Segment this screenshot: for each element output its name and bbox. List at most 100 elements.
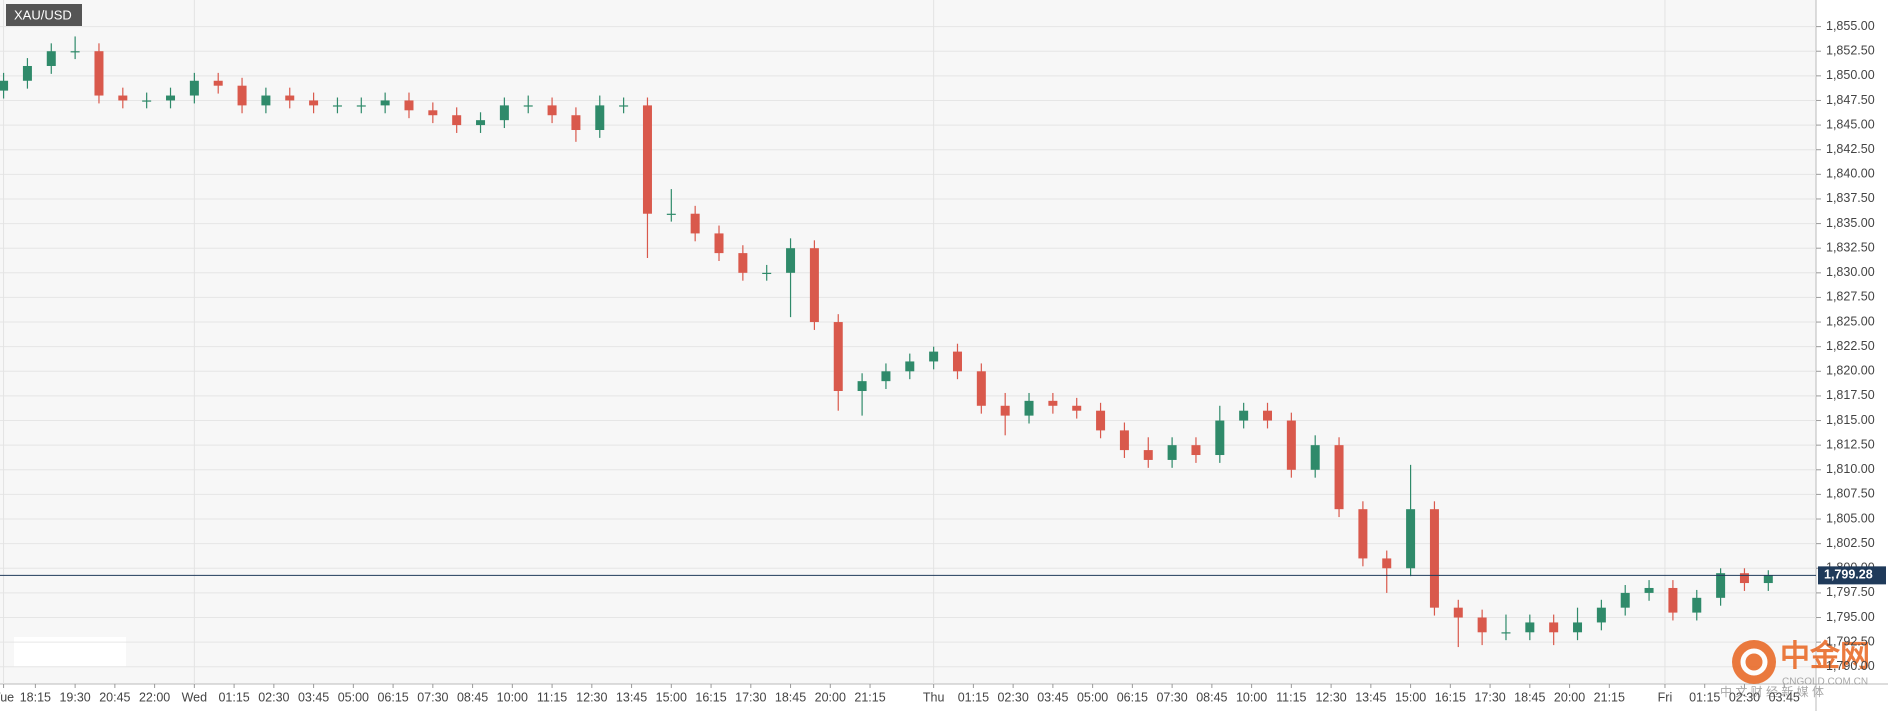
candle-body (1119, 430, 1129, 451)
x-tick-label: 18:45 (1514, 690, 1545, 704)
x-tick-label: 03:45 (1037, 690, 1068, 704)
y-tick-label: 1,802.50 (1826, 536, 1875, 550)
candle-body (857, 381, 867, 391)
candle-body (1525, 622, 1535, 633)
x-tick-label: Fri (1658, 690, 1673, 704)
candle-body (46, 51, 56, 66)
candle-body (952, 351, 962, 372)
candle-body (1000, 405, 1010, 416)
y-tick-label: 1,820.00 (1826, 364, 1875, 378)
symbol-box (6, 4, 82, 26)
candle-body (1453, 607, 1463, 618)
x-tick-label: 20:00 (1554, 690, 1585, 704)
candle-body (1048, 400, 1058, 406)
last-price-box (1818, 566, 1886, 585)
x-tick-label: 17:30 (1474, 690, 1505, 704)
candle-body (1692, 597, 1702, 613)
y-tick-label: 1,840.00 (1826, 167, 1875, 181)
candle-body (1406, 509, 1416, 569)
candle-body (1716, 573, 1726, 598)
y-tick-label: 1,835.00 (1826, 216, 1875, 230)
candle-body (690, 213, 700, 234)
candle-body (1596, 607, 1606, 623)
candle-body (905, 361, 915, 372)
candle-body (762, 272, 772, 275)
y-tick-label: 1,812.50 (1826, 437, 1875, 451)
x-tick-label: 06:15 (377, 690, 408, 704)
y-tick-label: 1,797.50 (1826, 585, 1875, 599)
candle-body (237, 85, 247, 106)
candle-body (976, 371, 986, 406)
candle-body (1263, 410, 1273, 421)
candle-body (619, 105, 629, 107)
plot-area (0, 0, 1816, 684)
blank-box (14, 637, 126, 667)
y-tick-label: 1,792.50 (1826, 634, 1875, 648)
logo-circle (1732, 640, 1776, 684)
x-tick-label: 10:00 (497, 690, 528, 704)
candle-body (786, 248, 796, 273)
x-tick-label: Wed (182, 690, 208, 704)
candle-body (1024, 400, 1034, 416)
x-tick-label: 13:45 (1355, 690, 1386, 704)
candle-body (404, 100, 414, 111)
x-tick-label: 08:45 (457, 690, 488, 704)
x-tick-label: 12:30 (1315, 690, 1346, 704)
candle-body (929, 351, 939, 362)
x-tick-label: 22:00 (139, 690, 170, 704)
candle-body (166, 95, 176, 101)
x-tick-label: 01:15 (958, 690, 989, 704)
x-tick-label: 16:15 (1435, 690, 1466, 704)
x-tick-label: 01:15 (218, 690, 249, 704)
candle-body (809, 248, 819, 323)
x-tick-label: 11:15 (537, 690, 567, 704)
candle-body (1763, 575, 1773, 584)
candle-body (332, 105, 342, 107)
x-tick-label: 16:15 (695, 690, 726, 704)
y-tick-label: 1,842.50 (1826, 142, 1875, 156)
candle-body (547, 105, 557, 116)
candle-body (666, 213, 676, 215)
candle-body (261, 95, 271, 106)
candle-body (1620, 592, 1630, 608)
candle-body (1310, 445, 1320, 470)
logo-mark (1740, 648, 1768, 676)
candle-body (595, 105, 605, 131)
last-price-label: 1,799.28 (1824, 568, 1873, 582)
watermark: 中金网 CNGOLD.COM.CN 中 文 财 经 新 媒 体 (1720, 639, 1870, 699)
candle-body (22, 65, 32, 81)
y-tick-label: 1,852.50 (1826, 44, 1875, 58)
marks (0, 0, 1821, 688)
x-tick-label: 02:30 (1729, 690, 1760, 704)
candle-body (452, 115, 462, 126)
candle-body (1143, 450, 1153, 460)
x-tick-label: 05:00 (338, 690, 369, 704)
x-tick-label: 15:00 (1395, 690, 1426, 704)
x-tick-label: 21:15 (854, 690, 885, 704)
y-tick-label: 1,832.50 (1826, 240, 1875, 254)
x-tick-label: 20:45 (99, 690, 130, 704)
candle-body (0, 80, 9, 91)
candle-body (1096, 410, 1106, 431)
x-tick-label: Thu (923, 690, 945, 704)
candle-body (1334, 445, 1344, 510)
y-tick-label: 1,805.00 (1826, 511, 1875, 525)
candle-body (1739, 573, 1749, 584)
y-tick-label: 1,795.00 (1826, 610, 1875, 624)
y-tick-label: 1,837.50 (1826, 191, 1875, 205)
candle-body (476, 120, 486, 126)
candle-body (833, 322, 843, 391)
x-tick-label: 13:45 (616, 690, 647, 704)
y-tick-label: 1,827.50 (1826, 290, 1875, 304)
x-tick-label: 18:45 (775, 690, 806, 704)
candle-body (1429, 509, 1439, 608)
candle-body (1215, 420, 1225, 456)
watermark-site: CNGOLD.COM.CN (1782, 677, 1868, 688)
watermark-slogan: 中 文 财 经 新 媒 体 (1720, 684, 1824, 699)
y-tick-label: 1,810.00 (1826, 462, 1875, 476)
x-tick-label: 06:15 (1117, 690, 1148, 704)
x-tick-label: 19:30 (59, 690, 90, 704)
x-tick-label: 18:15 (20, 690, 51, 704)
candle-body (1382, 558, 1392, 569)
